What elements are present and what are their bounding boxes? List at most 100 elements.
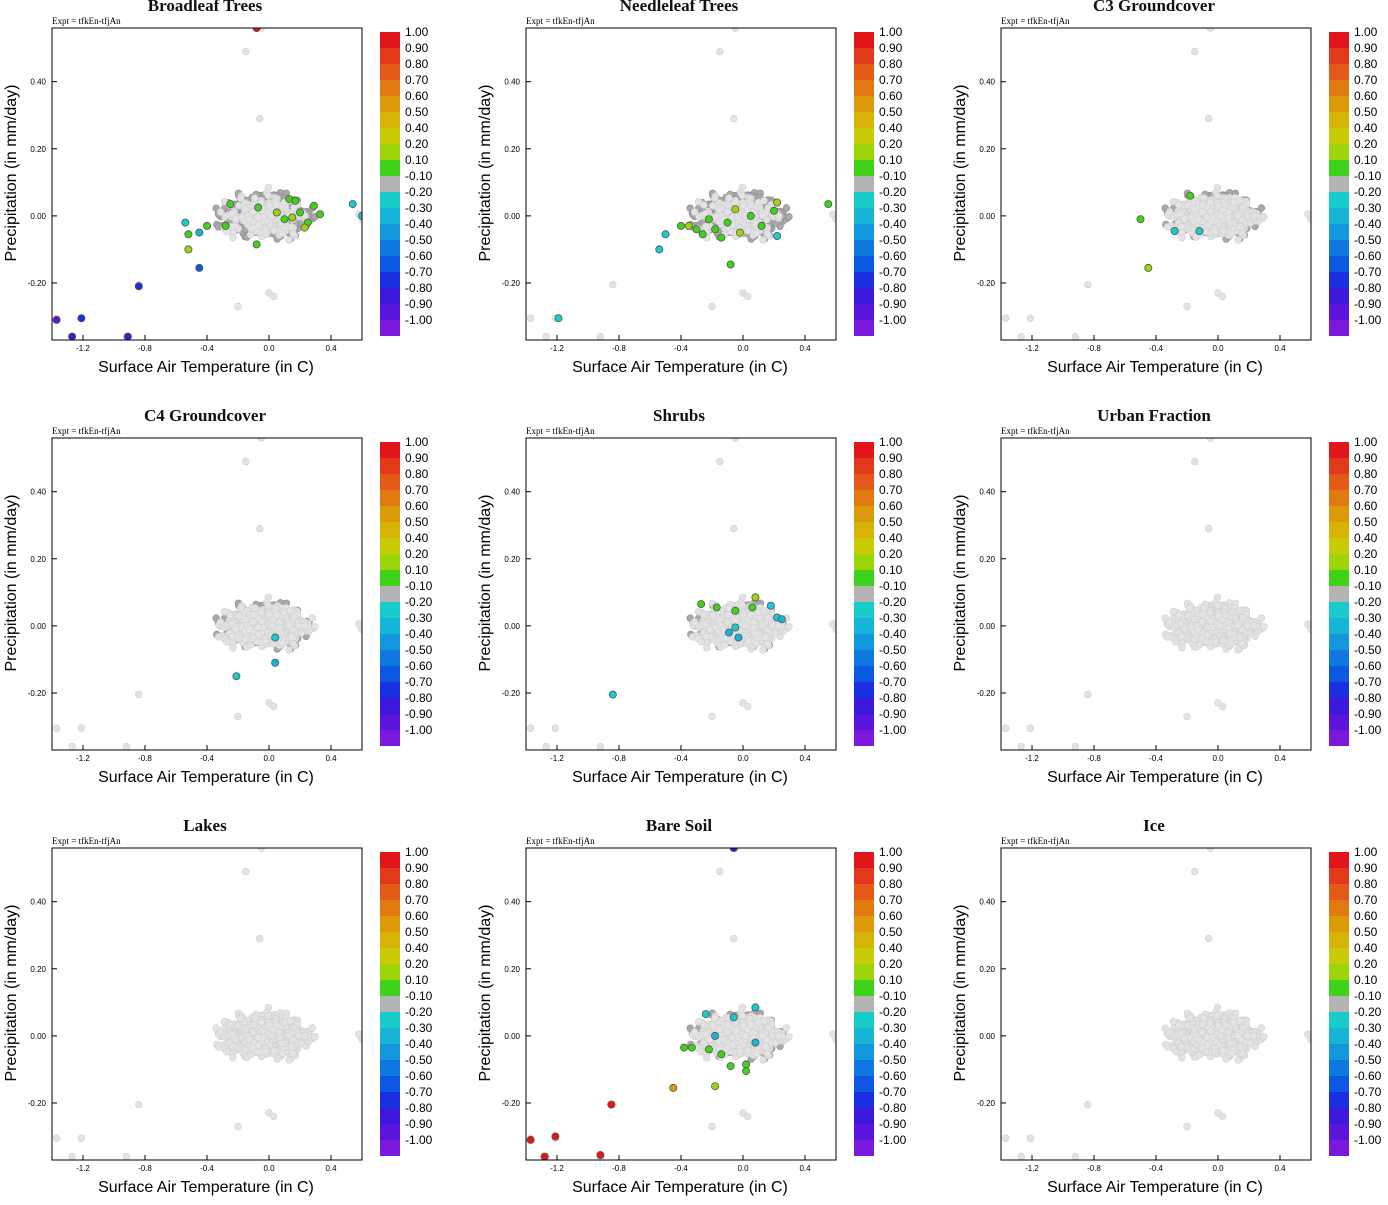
scatter-point xyxy=(273,202,280,209)
colorbar-swatch xyxy=(854,442,874,458)
x-tick-label: -1.2 xyxy=(550,754,564,763)
colorbar-swatch xyxy=(854,208,874,224)
highlight-point xyxy=(78,315,85,322)
highlight-point xyxy=(272,634,279,641)
scatter-point xyxy=(242,616,249,623)
colorbar-swatch xyxy=(380,730,400,746)
scatter-point xyxy=(764,230,771,237)
colorbar-swatch xyxy=(1329,96,1349,112)
highlight-point xyxy=(222,222,229,229)
scatter-point xyxy=(265,192,272,199)
scatter-point xyxy=(1201,195,1208,202)
y-tick-label: -0.20 xyxy=(977,279,996,288)
scatter-point xyxy=(237,605,244,612)
scatter-point xyxy=(609,281,616,288)
colorbar-label: 0.50 xyxy=(1354,105,1377,119)
colorbar-swatch xyxy=(854,288,874,304)
highlight-point xyxy=(196,264,203,271)
scatter-point xyxy=(1217,212,1224,219)
scatter-point xyxy=(776,622,783,629)
y-tick-label: 0.40 xyxy=(504,78,520,87)
highlight-point xyxy=(281,216,288,223)
colorbar-label: -0.70 xyxy=(1354,265,1381,279)
highlight-point xyxy=(292,197,299,204)
highlight-point xyxy=(698,601,705,608)
scatter-point xyxy=(246,216,253,223)
highlight-point xyxy=(233,673,240,680)
colorbar-swatch xyxy=(854,192,874,208)
colorbar-swatch xyxy=(380,240,400,256)
scatter-point xyxy=(255,214,262,221)
colorbar-label: -0.90 xyxy=(1354,297,1381,311)
colorbar-swatch xyxy=(1329,176,1349,192)
scatter-point xyxy=(716,48,723,55)
highlight-point xyxy=(1187,192,1194,199)
highlight-point xyxy=(749,604,756,611)
colorbar-swatch xyxy=(380,714,400,730)
scatter-point xyxy=(288,224,295,231)
plot-frame xyxy=(52,28,362,340)
x-axis-label: Surface Air Temperature (in C) xyxy=(524,769,836,787)
x-tick-label: -0.8 xyxy=(612,754,626,763)
highlight-point xyxy=(727,261,734,268)
scatter-point xyxy=(232,216,239,223)
scatter-point xyxy=(217,619,224,626)
y-tick-label: 0.20 xyxy=(30,145,46,154)
colorbar-label: -0.90 xyxy=(405,707,432,721)
scatter-point xyxy=(1002,315,1009,322)
colorbar-swatch xyxy=(380,256,400,272)
scatter-point xyxy=(764,640,771,647)
colorbar-entry: -1.00 xyxy=(1329,320,1388,336)
scatter-point xyxy=(1227,220,1234,227)
x-tick-label: -1.2 xyxy=(76,344,90,353)
colorbar-label: 0.70 xyxy=(879,73,902,87)
colorbar-label: -0.10 xyxy=(405,169,432,183)
colorbar-label: 0.10 xyxy=(1354,153,1377,167)
scatter-point xyxy=(709,713,716,720)
colorbar-label: -0.60 xyxy=(405,249,432,263)
scatter-point xyxy=(1191,48,1198,55)
scatter-point xyxy=(237,195,244,202)
colorbar-swatch xyxy=(380,666,400,682)
scatter-point xyxy=(69,743,76,750)
colorbar-label: 1.00 xyxy=(879,435,902,449)
scatter-point xyxy=(256,525,263,532)
scatter-point xyxy=(552,725,559,732)
x-tick-label: -0.4 xyxy=(200,344,214,353)
scatter-point xyxy=(53,725,60,732)
scatter-point xyxy=(698,638,705,645)
highlight-point xyxy=(825,201,832,208)
highlight-point xyxy=(301,224,308,231)
colorbar-label: -0.80 xyxy=(1354,281,1381,295)
colorbar-swatch xyxy=(854,176,874,192)
scatter-point xyxy=(786,213,793,220)
colorbar-swatch xyxy=(1329,128,1349,144)
scatter-point xyxy=(1207,199,1214,206)
colorbar-swatch xyxy=(380,320,400,336)
colorbar-swatch xyxy=(380,602,400,618)
x-tick-label: -0.4 xyxy=(674,344,688,353)
scatter-point xyxy=(732,199,739,206)
colorbar-swatch xyxy=(854,96,874,112)
scatter-point xyxy=(744,703,751,710)
colorbar-label: -0.60 xyxy=(405,659,432,673)
scatter-point xyxy=(739,192,746,199)
colorbar-label: -0.50 xyxy=(1354,233,1381,247)
x-axis-label: Surface Air Temperature (in C) xyxy=(50,769,362,787)
highlight-point xyxy=(1137,216,1144,223)
scatter-point xyxy=(732,618,739,625)
x-tick-label: 0.0 xyxy=(1212,344,1224,353)
colorbar-swatch xyxy=(854,112,874,128)
highlight-point xyxy=(747,212,754,219)
colorbar-swatch xyxy=(380,224,400,240)
y-tick-label: 0.20 xyxy=(979,145,995,154)
scatter-point xyxy=(242,48,249,55)
scatter-point xyxy=(265,602,272,609)
highlight-point xyxy=(182,219,189,226)
colorbar-label: 0.10 xyxy=(405,153,428,167)
colorbar-label: 0.80 xyxy=(1354,57,1377,71)
